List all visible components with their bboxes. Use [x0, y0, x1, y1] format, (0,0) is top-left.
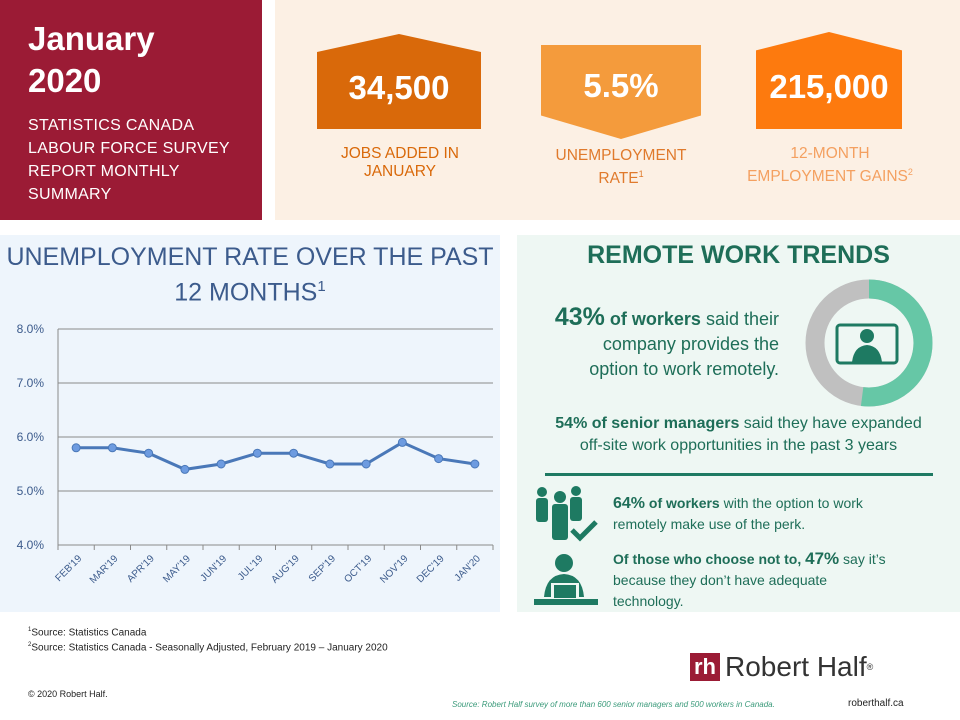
x-tick-label: OCT'19 — [342, 553, 374, 585]
x-tick-label: DEC'19 — [415, 553, 447, 585]
title-year: 2020 — [28, 62, 102, 99]
data-point — [180, 464, 190, 474]
subtitle-line: SUMMARY — [28, 186, 112, 203]
stat-label: UNEMPLOYMENT RATE1 — [555, 147, 687, 188]
robert-half-logo: rh Robert Half ® — [690, 651, 873, 683]
stat-value: 215,000 — [769, 67, 889, 105]
x-tick-label: FEB'19 — [53, 553, 84, 584]
unemployment-chart-panel: UNEMPLOYMENT RATE OVER THE PAST 12 MONTH… — [0, 235, 500, 612]
stat-jobs-added: 34,500 — [317, 34, 481, 129]
stat-43-text: 43% of workers said their company provid… — [554, 303, 779, 380]
remote-title: REMOTE WORK TRENDS — [587, 241, 890, 269]
title-panel: January 2020 STATISTICS CANADA LABOUR FO… — [0, 0, 262, 220]
stat-value: 5.5% — [583, 67, 659, 104]
x-tick-label: JUN'19 — [198, 553, 229, 584]
series-line — [76, 440, 476, 471]
chart-title: UNEMPLOYMENT RATE OVER THE PAST 12 MONTH… — [6, 243, 494, 307]
x-tick-label: JAN'20 — [453, 553, 484, 584]
data-point — [470, 459, 480, 469]
stat-64-text: 64% of workers with the option to work r… — [613, 495, 863, 532]
stat-value: 34,500 — [348, 68, 450, 106]
subtitle: STATISTICS CANADA LABOUR FORCE SURVEY RE… — [28, 114, 262, 206]
y-tick-label: 7.0% — [17, 376, 45, 390]
x-tick-label: MAY'19 — [161, 553, 193, 585]
x-tick-label: SEP'19 — [307, 553, 338, 584]
x-tick-label: MAR'19 — [88, 553, 121, 586]
footnote-2: 2Source: Statistics Canada - Seasonally … — [28, 642, 388, 654]
data-point — [361, 459, 371, 469]
stat-47-text: Of those who choose not to, 47% say it’s… — [613, 549, 886, 609]
stat-employment-gains: 215,000 — [756, 32, 902, 129]
y-tick-label: 8.0% — [17, 322, 45, 336]
data-point — [397, 437, 407, 447]
remote-work-panel: REMOTE WORK TRENDS 43% of workers said t… — [517, 235, 960, 612]
data-point — [252, 448, 262, 458]
data-point — [289, 448, 299, 458]
data-point — [71, 443, 81, 453]
subtitle-line: LABOUR FORCE SURVEY — [28, 140, 230, 157]
data-point — [107, 443, 117, 453]
y-tick-label: 4.0% — [17, 538, 45, 552]
logo-mark: rh — [690, 653, 720, 681]
title-month: January — [28, 20, 155, 57]
data-point — [216, 459, 226, 469]
y-tick-label: 6.0% — [17, 430, 45, 444]
data-point — [144, 448, 154, 458]
line-chart: 4.0% 5.0% 6.0% 7.0% 8.0% FEB'19 MAR'19 APR'19 MA… — [17, 322, 494, 586]
stat-54-text: 54% of senior managers said they have ex… — [555, 415, 922, 454]
donut-chart — [805, 279, 933, 407]
website-link[interactable]: roberthalf.ca — [848, 698, 904, 709]
team-check-icon — [536, 486, 598, 542]
subtitle-line: STATISTICS CANADA — [28, 117, 195, 134]
footnote-1: 1Source: Statistics Canada — [28, 627, 147, 639]
x-tick-label: JUL'19 — [236, 553, 266, 583]
data-point — [434, 454, 444, 464]
donut-segment — [805, 279, 933, 407]
y-tick-label: 5.0% — [17, 484, 45, 498]
divider — [545, 473, 933, 476]
logo-text: Robert Half — [725, 651, 867, 682]
survey-source: Source: Robert Half survey of more than … — [452, 700, 775, 709]
stat-unemployment-rate: 5.5% — [541, 45, 701, 139]
data-point — [325, 459, 335, 469]
stats-panel: 34,500 JOBS ADDED IN JANUARY 5.5% UNEMPLO… — [275, 0, 960, 220]
copyright: © 2020 Robert Half. — [28, 689, 108, 699]
stat-label: JOBS ADDED IN JANUARY — [341, 145, 459, 180]
worker-laptop-icon — [534, 554, 598, 605]
x-tick-label: APR'19 — [125, 553, 157, 585]
x-tick-label: NOV'19 — [378, 553, 411, 586]
video-call-icon — [835, 323, 899, 365]
subtitle-line: REPORT MONTHLY — [28, 163, 180, 180]
stat-label: 12-MONTH EMPLOYMENT GAINS2 — [747, 145, 913, 186]
x-tick-label: AUG'19 — [269, 553, 302, 586]
